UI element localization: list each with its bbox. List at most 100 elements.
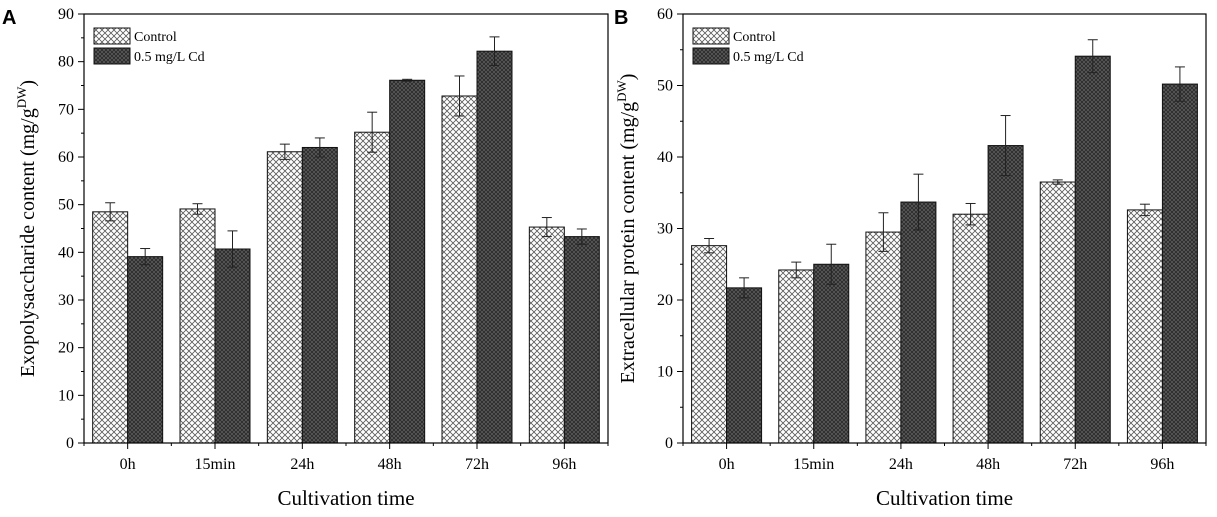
error-bar-control-72h <box>454 75 465 117</box>
x-tick-label-48h: 48h <box>378 456 402 473</box>
x-axis-label: Cultivation time <box>876 486 1013 510</box>
bar-cd-96h <box>1161 83 1198 444</box>
y-tick-label-40: 40 <box>58 244 74 261</box>
y-tick-label-30: 30 <box>58 292 74 309</box>
y-tick-label-0: 0 <box>66 435 74 452</box>
y-tick-label-30: 30 <box>657 221 673 238</box>
x-tick-label-72h: 72h <box>1063 456 1087 473</box>
y-axis-label-end: ) <box>17 80 39 87</box>
y-axis-label-end: ) <box>617 74 639 81</box>
x-tick-label-24h: 24h <box>889 456 913 473</box>
bar-cd-0h <box>726 287 763 444</box>
bar-control-48h <box>354 131 391 444</box>
bar-control-48h <box>952 213 989 444</box>
bar-control-96h <box>528 226 565 444</box>
error-bar-control-24h <box>878 212 889 252</box>
x-tick-label-0h: 0h <box>719 456 735 473</box>
bar-cd-24h <box>900 201 937 444</box>
error-bar-control-0h <box>105 202 116 222</box>
chart-panel-b: 0h 15min 24h 48h 72h 96h 0 10 20 30 40 50 60 B Cultiva… <box>614 6 1207 510</box>
y-axis-label-main: Extracellular protein content (mg/g <box>617 102 639 384</box>
x-tick-label-24h: 24h <box>290 456 314 473</box>
legend: Control 0.5 mg/L Cd <box>692 27 804 65</box>
bar-cd-96h <box>563 236 600 444</box>
y-tick-label-10: 10 <box>58 387 74 404</box>
legend-label-control: Control <box>733 30 776 45</box>
y-tick-label-80: 80 <box>58 54 74 71</box>
bar-cd-72h <box>476 50 513 444</box>
error-bar-cd-96h <box>576 228 587 245</box>
bar-cd-15min <box>813 263 850 444</box>
error-bar-cd-0h <box>739 277 750 299</box>
error-bar-cd-24h <box>314 137 325 158</box>
x-tick-label-48h: 48h <box>976 456 1000 473</box>
legend-swatch-control <box>692 27 730 45</box>
x-axis-label: Cultivation time <box>277 486 414 510</box>
y-axis-label-main: Exopolysaccharide content (mg/g <box>17 108 39 377</box>
y-tick-label-70: 70 <box>58 101 74 118</box>
error-bar-cd-48h <box>402 78 413 82</box>
x-tick-label-96h: 96h <box>552 456 576 473</box>
error-bar-cd-15min <box>227 230 238 268</box>
bar-control-96h <box>1126 209 1163 444</box>
y-tick-label-60: 60 <box>657 6 673 23</box>
y-tick-label-0: 0 <box>665 435 673 452</box>
x-tick-label-15min: 15min <box>793 456 834 473</box>
legend-swatch-control <box>93 27 131 45</box>
x-tick-label-72h: 72h <box>465 456 489 473</box>
error-bar-cd-0h <box>140 248 151 266</box>
error-bar-control-24h <box>279 143 290 160</box>
error-bar-control-15min <box>192 203 203 215</box>
panel-letter-a: A <box>2 7 16 29</box>
x-tick-label-96h: 96h <box>1150 456 1174 473</box>
bar-cd-0h <box>127 256 164 444</box>
bar-control-72h <box>1039 181 1076 444</box>
legend-label-control: Control <box>134 30 177 45</box>
error-bar-cd-24h <box>913 173 924 231</box>
error-bar-control-48h <box>367 111 378 153</box>
chart-panel-a: 0h 15min 24h 48h 72h 96h 0 10 20 30 40 50 60 70 80 90 A C… <box>2 6 609 510</box>
error-bar-cd-96h <box>1174 66 1185 102</box>
error-bar-cd-48h <box>1000 115 1011 177</box>
error-bar-control-96h <box>1139 203 1150 217</box>
error-bar-control-0h <box>704 238 715 254</box>
plot-frame <box>682 13 1207 444</box>
legend-swatch-cd <box>692 47 730 65</box>
bar-control-24h <box>865 231 902 444</box>
y-tick-label-50: 50 <box>58 197 74 214</box>
y-axis-label: Extracellular protein content (mg/gDW) <box>614 74 639 384</box>
y-axis-label-superscript: DW <box>614 80 629 102</box>
x-tick-label-15min: 15min <box>195 456 236 473</box>
error-bar-cd-72h <box>1087 39 1098 74</box>
bar-control-15min <box>179 208 216 444</box>
error-bar-cd-72h <box>489 36 500 66</box>
plot-frame <box>83 13 609 444</box>
error-bar-cd-15min <box>826 243 837 285</box>
bar-cd-48h <box>987 145 1024 444</box>
y-axis-label: Exopolysaccharide content (mg/gDW) <box>14 80 39 377</box>
bar-control-72h <box>441 95 478 444</box>
error-bar-control-15min <box>791 261 802 279</box>
error-bar-control-72h <box>1052 179 1063 185</box>
panel-letter-b: B <box>614 7 628 29</box>
legend-label-cd: 0.5 mg/L Cd <box>134 50 205 65</box>
y-tick-label-60: 60 <box>58 149 74 166</box>
bar-control-0h <box>691 245 728 444</box>
bar-cd-24h <box>301 146 338 444</box>
bar-cd-15min <box>214 248 251 444</box>
y-tick-label-10: 10 <box>657 364 673 381</box>
error-bar-control-96h <box>541 217 552 238</box>
y-tick-label-40: 40 <box>657 149 673 166</box>
x-tick-label-0h: 0h <box>120 456 136 473</box>
y-tick-label-20: 20 <box>657 292 673 309</box>
bar-control-15min <box>778 269 815 444</box>
legend-label-cd: 0.5 mg/L Cd <box>733 50 804 65</box>
y-tick-label-20: 20 <box>58 340 74 357</box>
legend-swatch-cd <box>93 47 131 65</box>
error-bar-control-48h <box>965 202 976 226</box>
bar-cd-48h <box>389 79 426 444</box>
legend: Control 0.5 mg/L Cd <box>93 27 205 65</box>
y-tick-label-90: 90 <box>58 6 74 23</box>
